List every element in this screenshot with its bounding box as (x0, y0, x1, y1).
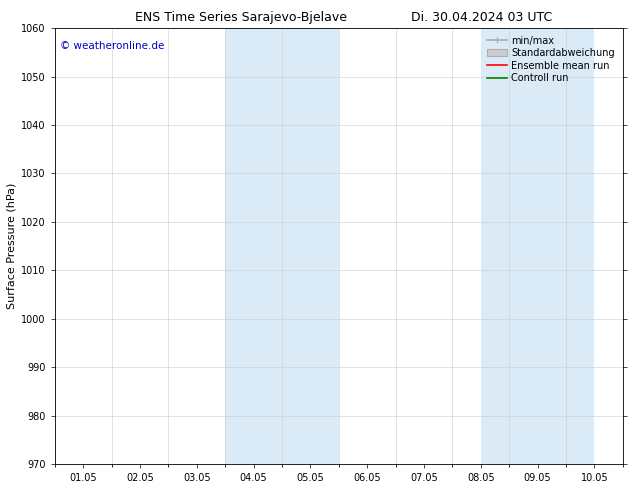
Y-axis label: Surface Pressure (hPa): Surface Pressure (hPa) (7, 183, 17, 309)
Bar (225, 28, 339, 464)
Text: Di. 30.04.2024 03 UTC: Di. 30.04.2024 03 UTC (411, 11, 552, 24)
Text: ENS Time Series Sarajevo-Bjelave: ENS Time Series Sarajevo-Bjelave (135, 11, 347, 24)
Text: © weatheronline.de: © weatheronline.de (60, 41, 165, 51)
Bar (481, 28, 595, 464)
Legend: min/max, Standardabweichung, Ensemble mean run, Controll run: min/max, Standardabweichung, Ensemble me… (484, 33, 618, 86)
